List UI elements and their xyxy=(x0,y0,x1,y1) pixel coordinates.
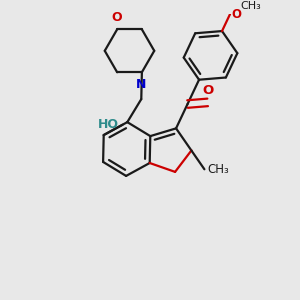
Text: HO: HO xyxy=(98,118,119,131)
Text: O: O xyxy=(202,84,213,97)
Text: N: N xyxy=(136,78,146,91)
Text: O: O xyxy=(112,11,122,24)
Text: O: O xyxy=(231,8,241,20)
Text: CH₃: CH₃ xyxy=(207,163,229,176)
Text: CH₃: CH₃ xyxy=(240,2,261,11)
